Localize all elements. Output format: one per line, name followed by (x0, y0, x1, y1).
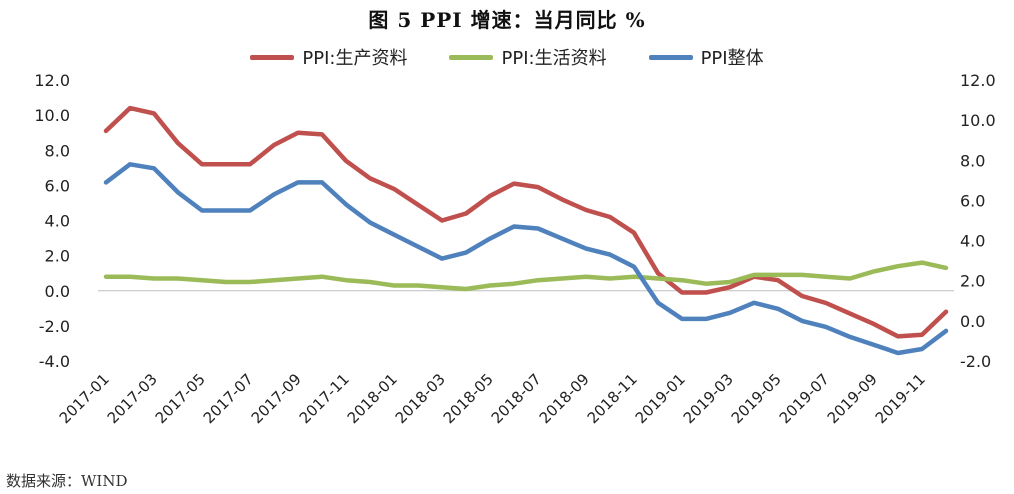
y-left-tick-label: -2.0 (39, 317, 70, 336)
legend-item-living: PPI:生活资料 (449, 42, 607, 72)
legend-swatch-production (250, 54, 295, 60)
x-tick-label: 2017-07 (200, 370, 257, 427)
y-left-tick-label: -4.0 (39, 352, 70, 371)
legend-item-overall: PPI整体 (648, 42, 764, 72)
y-left-tick-label: 2.0 (45, 247, 70, 266)
legend-label-production: PPI:生产资料 (302, 48, 408, 69)
x-tick-label: 2019-09 (824, 370, 881, 427)
x-tick-label: 2019-01 (632, 370, 689, 427)
x-tick-label: 2017-03 (104, 370, 161, 427)
x-tick-label: 2019-05 (728, 370, 785, 427)
y-left-tick-label: 6.0 (45, 176, 70, 195)
y-right-tick-label: -2.0 (960, 352, 991, 371)
y-right-tick-label: 6.0 (960, 191, 985, 210)
x-tick-label: 2017-09 (248, 370, 305, 427)
x-tick-label: 2017-01 (56, 370, 113, 427)
legend-label-overall: PPI整体 (700, 48, 764, 69)
x-tick-label: 2018-03 (392, 370, 449, 427)
legend: PPI:生产资料 PPI:生活资料 PPI整体 (0, 42, 1014, 72)
legend-swatch-living (449, 54, 494, 60)
x-tick-label: 2018-07 (488, 370, 545, 427)
y-right-tick-label: 4.0 (960, 232, 985, 251)
y-left-tick-label: 8.0 (45, 141, 70, 160)
x-tick-label: 2018-09 (536, 370, 593, 427)
chart-title: 图 5 PPI 增速：当月同比 % (368, 8, 646, 32)
legend-swatch-overall (648, 54, 693, 60)
x-tick-label: 2017-11 (296, 370, 353, 427)
x-tick-label: 2019-03 (680, 370, 737, 427)
x-tick-label: 2018-05 (440, 370, 497, 427)
x-tick-label: 2018-11 (584, 370, 641, 427)
y-right-tick-label: 0.0 (960, 312, 985, 331)
y-left-tick-label: 0.0 (45, 282, 70, 301)
y-left-tick-label: 10.0 (34, 106, 70, 125)
x-tick-label: 2018-01 (344, 370, 401, 427)
x-tick-label: 2019-07 (776, 370, 833, 427)
x-tick-label: 2019-11 (872, 370, 929, 427)
x-tick-label: 2017-05 (152, 370, 209, 427)
data-source: 数据来源：WIND (6, 472, 128, 490)
legend-item-production: PPI:生产资料 (250, 42, 407, 72)
y-right-tick-label: 12.0 (960, 71, 996, 90)
y-left-tick-label: 12.0 (34, 71, 70, 90)
series-line-2 (103, 162, 949, 356)
y-left-tick-label: 4.0 (45, 212, 70, 231)
y-right-tick-label: 8.0 (960, 151, 985, 170)
y-right-tick-label: 10.0 (960, 111, 996, 130)
series-line-1 (103, 260, 949, 292)
series-line-0 (103, 105, 949, 339)
legend-label-living: PPI:生活资料 (501, 48, 607, 69)
y-right-tick-label: 2.0 (960, 272, 985, 291)
